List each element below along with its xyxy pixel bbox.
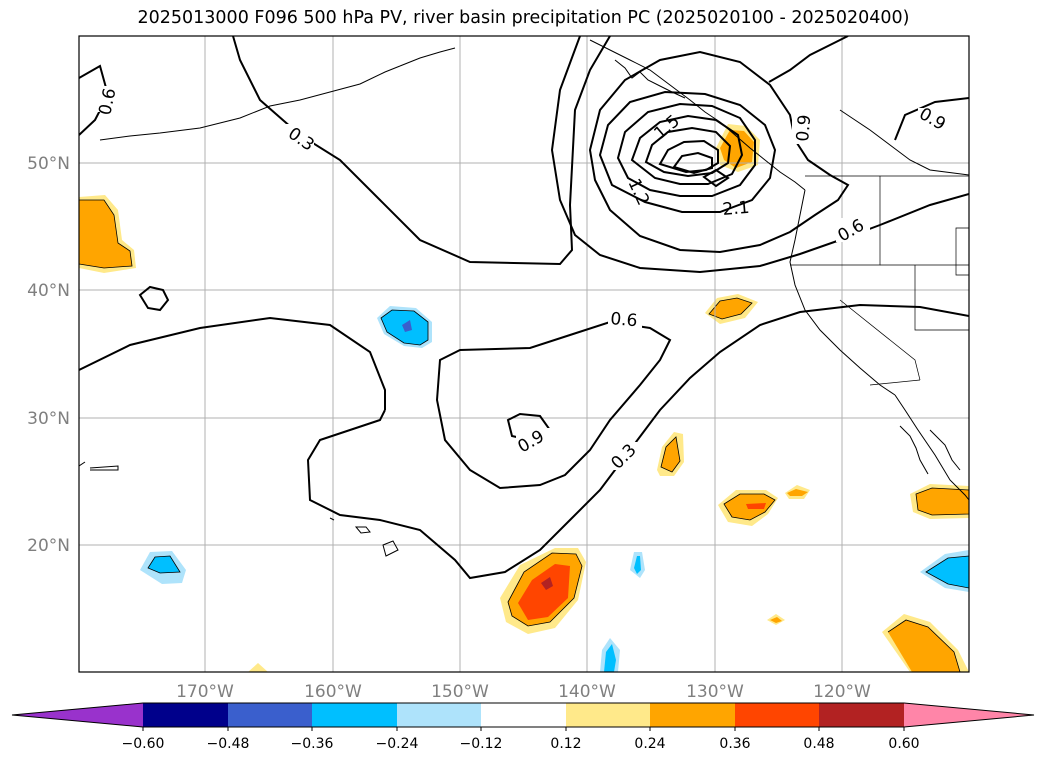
lat-label: 20°N <box>27 536 70 556</box>
contour-label: 1.5 <box>650 111 684 144</box>
pv-contours <box>79 36 969 580</box>
colorbar-tick-label: −0.24 <box>376 736 419 752</box>
precip-positive-area <box>79 124 969 672</box>
contour-label: 0.6 <box>95 86 120 117</box>
colorbar: −0.60 −0.48 −0.36 −0.24 −0.12 0.12 0.24 … <box>11 702 1035 752</box>
pv-contour-0-9-ring <box>588 50 850 254</box>
colorbar-segment <box>312 703 397 727</box>
pv-contour-0-3-north <box>232 36 611 266</box>
map-plot-area: 0.6 0.3 1.5 1.2 2.1 0.9 0.9 0.6 0.6 0.9 … <box>79 36 969 672</box>
lon-label: 170°W <box>176 682 234 702</box>
colorbar-tick-label: 0.24 <box>634 736 665 752</box>
colorbar-segment <box>481 703 566 727</box>
colorbar-segment <box>143 703 228 727</box>
precip-negative-area <box>140 306 969 672</box>
map-title: 2025013000 F096 500 hPa PV, river basin … <box>137 8 910 28</box>
pv-contour-1-2-ring <box>616 102 756 197</box>
map-gridlines <box>79 36 969 672</box>
pv-contour-2-1-core <box>702 168 730 188</box>
colorbar-under-arrow <box>12 703 143 727</box>
colorbar-segment <box>228 703 312 727</box>
precip-outlines <box>79 199 969 672</box>
colorbar-segment <box>397 703 481 727</box>
colorbar-tick-label: 0.48 <box>803 736 834 752</box>
pv-contour-0-3-south <box>79 316 386 410</box>
lat-label: 30°N <box>27 409 70 429</box>
contour-label: 0.9 <box>793 114 815 143</box>
pv-contour-1-5-ring <box>598 90 777 213</box>
colorbar-tick-label: −0.12 <box>460 736 503 752</box>
contour-labels: 0.6 0.3 1.5 1.2 2.1 0.9 0.9 0.6 0.6 0.9 … <box>93 86 949 474</box>
colorbar-tick-label: 0.12 <box>550 736 581 752</box>
colorbar-tick-label: 0.60 <box>888 736 919 752</box>
pv-contour-0-6-mid <box>435 320 672 490</box>
pv-contour-0-6-ring <box>550 36 969 274</box>
colorbar-tick-label: −0.36 <box>291 736 334 752</box>
precip-shading <box>79 124 969 672</box>
colorbar-segment <box>566 703 650 727</box>
colorbar-segment <box>735 703 819 727</box>
colorbar-segment <box>819 703 904 727</box>
pv-contour-0-3-main <box>306 303 969 580</box>
pv-contour-small-blob <box>138 285 170 312</box>
colorbar-tick-label: −0.60 <box>122 736 165 752</box>
pv-contour-0-6-east <box>768 36 849 83</box>
lat-label: 50°N <box>27 154 70 174</box>
latitude-labels: 50°N 40°N 30°N 20°N <box>27 154 70 556</box>
lat-label: 40°N <box>27 281 70 301</box>
contour-label: 0.6 <box>610 309 639 331</box>
colorbar-over-arrow <box>904 703 1034 727</box>
lon-label: 140°W <box>558 682 616 702</box>
map-frame <box>78 35 970 673</box>
contour-label: 2.1 <box>722 198 751 220</box>
colorbar-tick-label: 0.36 <box>719 736 750 752</box>
lon-label: 130°W <box>686 682 744 702</box>
colorbar-segment <box>650 703 735 727</box>
lon-label: 120°W <box>813 682 871 702</box>
lon-label: 150°W <box>431 682 489 702</box>
coastlines <box>79 39 969 557</box>
lon-label: 160°W <box>304 682 362 702</box>
colorbar-tick-label: −0.48 <box>207 736 250 752</box>
state-borders <box>790 175 969 386</box>
longitude-labels: 170°W 160°W 150°W 140°W 130°W 120°W <box>176 682 871 702</box>
